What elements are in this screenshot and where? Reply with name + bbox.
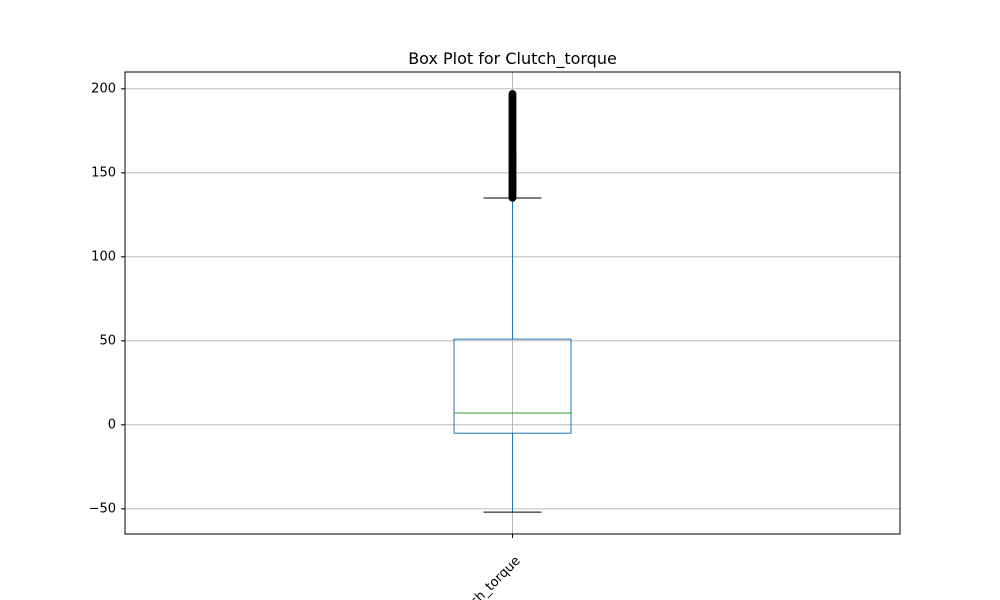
- box-group: [453, 90, 572, 513]
- axes: −50 0 50 100 150 200: [89, 81, 513, 538]
- y-tick-label: 200: [91, 81, 116, 96]
- y-tick-label: −50: [89, 501, 116, 516]
- y-tick-label: 0: [108, 417, 116, 432]
- outlier-point: [508, 90, 517, 98]
- x-tick-label: tch_torque: [464, 554, 524, 600]
- y-tick-label: 150: [91, 165, 116, 180]
- y-tick-label: 50: [99, 333, 116, 348]
- chart-title: Box Plot for Clutch_torque: [408, 49, 617, 69]
- iqr-box: [453, 338, 572, 434]
- y-tick-label: 100: [91, 249, 116, 264]
